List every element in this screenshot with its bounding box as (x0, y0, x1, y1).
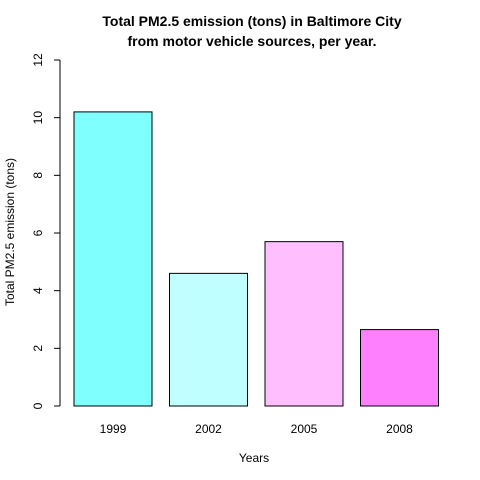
y-tick-label: 12 (31, 53, 45, 67)
y-tick-label: 4 (31, 287, 45, 294)
bar-2002 (169, 272, 248, 407)
y-tick-label: 8 (31, 172, 45, 179)
y-axis-label: Total PM2.5 emission (tons) (3, 158, 17, 306)
x-tick-labels: 1999 2002 2005 2008 (100, 422, 414, 436)
x-tick-label: 1999 (100, 422, 127, 436)
y-axis: 0 2 4 6 8 10 12 (31, 53, 61, 409)
y-tick-label: 2 (31, 345, 45, 352)
x-tick-label: 2002 (195, 422, 222, 436)
x-tick-label: 2005 (291, 422, 318, 436)
bars-group (73, 111, 439, 407)
x-tick-label: 2008 (386, 422, 413, 436)
x-axis-label: Years (239, 451, 269, 465)
chart-title-line-2: from motor vehicle sources, per year. (128, 33, 377, 49)
y-tick-label: 6 (31, 229, 45, 236)
bar-2008 (360, 329, 439, 407)
bar-2005 (264, 241, 344, 407)
y-tick-label: 10 (31, 111, 45, 125)
bar-1999 (73, 111, 153, 407)
chart-title-line-1: Total PM2.5 emission (tons) in Baltimore… (102, 13, 401, 29)
y-tick-label: 0 (31, 402, 45, 409)
